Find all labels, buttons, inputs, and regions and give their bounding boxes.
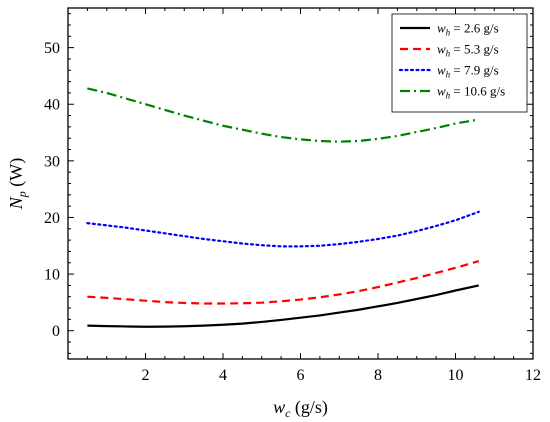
y-axis-label-sub: p <box>15 191 29 198</box>
y-tick-label: 10 <box>44 267 60 284</box>
legend: wh = 2.6 g/s wh = 5.3 g/s wh = 7.9 g/s wh =… <box>391 13 528 113</box>
x-axis-label-sub: c <box>285 406 291 420</box>
y-tick-label: 20 <box>44 210 60 227</box>
x-axis-label: wc (g/s) <box>273 397 328 420</box>
x-tick-label: 6 <box>297 367 305 384</box>
y-tick-label: 50 <box>44 40 60 57</box>
y-tick-label: 40 <box>44 97 60 114</box>
y-axis-label-var: N <box>6 196 26 210</box>
series-line-2 <box>87 260 480 305</box>
series-line-3 <box>86 210 480 248</box>
series-group <box>86 87 480 328</box>
y-axis-label-unit: (W) <box>6 158 27 191</box>
legend-label-4: wh = 10.6 g/s <box>437 84 505 101</box>
axis-tick-labels: 2 4 6 8 10 12 0 10 20 30 40 50 <box>44 40 541 384</box>
legend-entries: wh = 2.6 g/s wh = 5.3 g/s wh = 7.9 g/s wh =… <box>398 21 505 101</box>
x-tick-label: 8 <box>374 367 382 384</box>
axis-ticks <box>68 8 533 359</box>
legend-label-1: wh = 2.6 g/s <box>437 21 499 38</box>
x-axis-label-unit: (g/s) <box>290 397 328 418</box>
series-line-1 <box>87 284 479 328</box>
y-axis-label: Np (W) <box>6 158 29 211</box>
legend-label-3: wh = 7.9 g/s <box>437 63 499 80</box>
legend-box <box>391 13 528 113</box>
x-axis-label-var: w <box>273 397 285 417</box>
x-tick-label: 4 <box>219 367 227 384</box>
y-tick-label: 0 <box>52 323 60 340</box>
y-tick-label: 30 <box>44 153 60 170</box>
x-tick-label: 10 <box>448 367 464 384</box>
x-tick-label: 2 <box>142 367 150 384</box>
x-tick-label: 12 <box>525 367 541 384</box>
legend-label-2: wh = 5.3 g/s <box>437 42 499 59</box>
series-line-4 <box>87 87 479 143</box>
